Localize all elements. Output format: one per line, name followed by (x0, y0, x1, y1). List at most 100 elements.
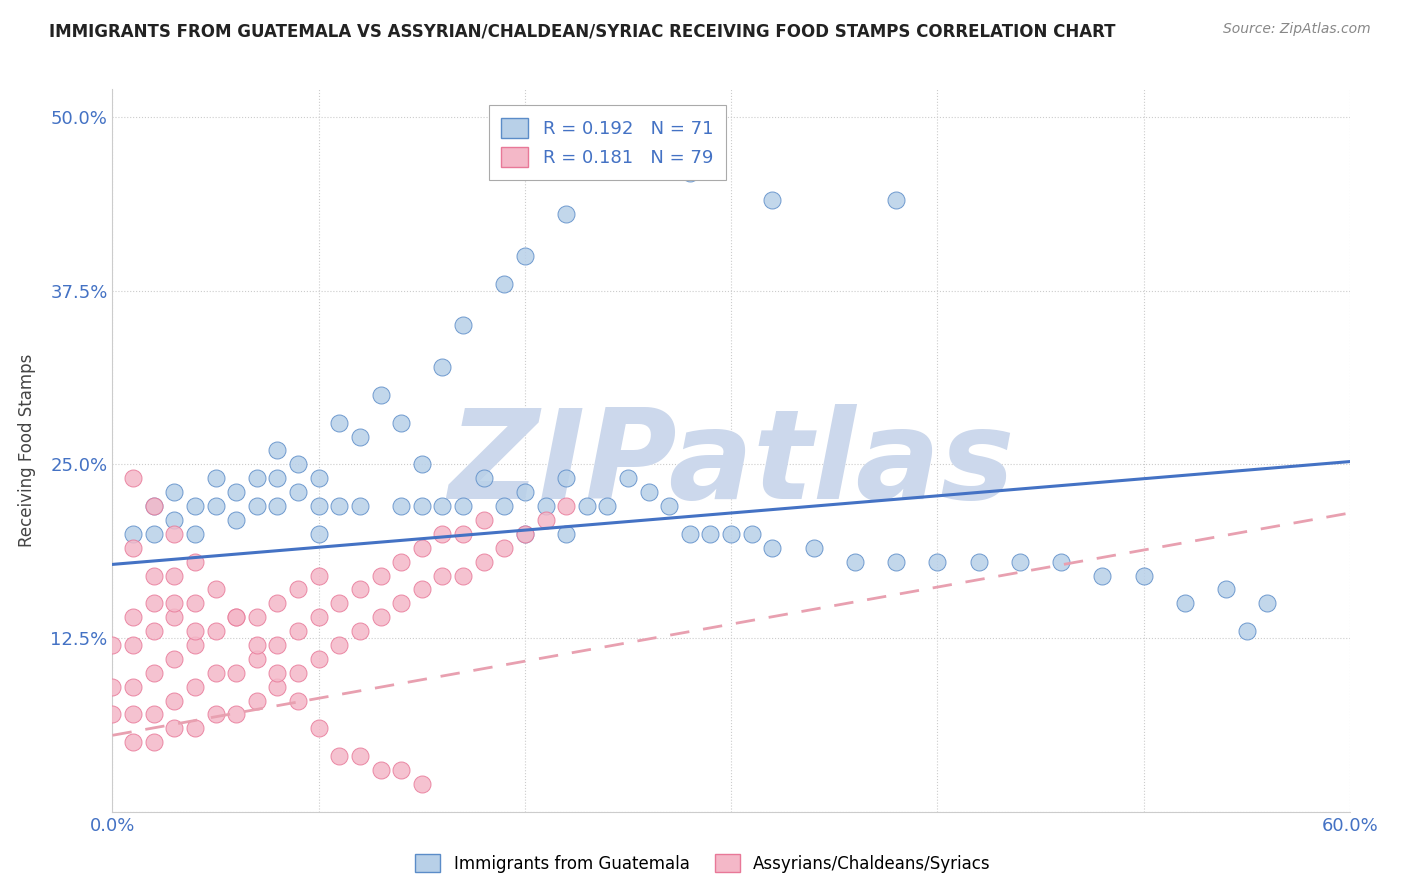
Point (472, 513, 495, 527)
Point (1256, 596, 1278, 610)
Point (225, 485, 247, 500)
Legend: Immigrants from Guatemala, Assyrians/Chaldeans/Syriacs: Immigrants from Guatemala, Assyrians/Cha… (409, 847, 997, 880)
Point (266, 638, 288, 652)
Point (1050, 555, 1073, 569)
Point (472, 555, 495, 569)
Point (432, 360, 454, 375)
Point (679, 165, 702, 179)
Point (679, 526, 702, 541)
Point (246, 471, 269, 485)
Point (142, 665, 165, 680)
Point (163, 596, 186, 610)
Point (308, 652, 330, 666)
Point (494, 499, 516, 513)
Point (142, 568, 165, 582)
Point (142, 526, 165, 541)
Point (389, 499, 412, 513)
Point (287, 485, 309, 500)
Point (389, 596, 412, 610)
Point (967, 555, 990, 569)
Point (163, 485, 186, 500)
Point (142, 499, 165, 513)
Point (163, 652, 186, 666)
Point (555, 471, 578, 485)
Point (246, 652, 269, 666)
Point (122, 541, 145, 555)
Point (617, 471, 640, 485)
Point (184, 499, 207, 513)
Point (349, 499, 371, 513)
Point (389, 555, 412, 569)
Text: IMMIGRANTS FROM GUATEMALA VS ASSYRIAN/CHALDEAN/SYRIAC RECEIVING FOOD STAMPS CORR: IMMIGRANTS FROM GUATEMALA VS ASSYRIAN/CH… (49, 22, 1116, 40)
Point (266, 471, 288, 485)
Point (596, 499, 619, 513)
Point (494, 541, 516, 555)
Point (308, 568, 330, 582)
Point (184, 680, 207, 694)
Point (122, 638, 145, 652)
Point (432, 568, 454, 582)
Point (287, 582, 309, 597)
Point (411, 777, 433, 791)
Point (637, 485, 659, 500)
Point (451, 526, 474, 541)
Point (122, 610, 145, 624)
Point (204, 499, 226, 513)
Point (101, 680, 124, 694)
Point (163, 526, 186, 541)
Point (122, 526, 145, 541)
Point (122, 680, 145, 694)
Point (328, 596, 350, 610)
Point (184, 526, 207, 541)
Point (389, 763, 412, 777)
Point (884, 555, 907, 569)
Point (308, 471, 330, 485)
Point (411, 582, 433, 597)
Point (287, 665, 309, 680)
Point (287, 693, 309, 707)
Point (308, 499, 330, 513)
Point (287, 458, 309, 472)
Point (451, 318, 474, 333)
Point (308, 610, 330, 624)
Point (328, 416, 350, 430)
Point (411, 458, 433, 472)
Point (266, 596, 288, 610)
Point (101, 707, 124, 722)
Point (451, 499, 474, 513)
Legend: R = 0.192   N = 71, R = 0.181   N = 79: R = 0.192 N = 71, R = 0.181 N = 79 (489, 105, 725, 179)
Y-axis label: Receiving Food Stamps: Receiving Food Stamps (18, 354, 37, 547)
Point (349, 429, 371, 443)
Point (575, 499, 598, 513)
Point (163, 568, 186, 582)
Point (411, 541, 433, 555)
Point (803, 541, 825, 555)
Point (246, 610, 269, 624)
Point (328, 638, 350, 652)
Point (1174, 596, 1197, 610)
Point (225, 610, 247, 624)
Point (389, 416, 412, 430)
Point (328, 499, 350, 513)
Text: Source: ZipAtlas.com: Source: ZipAtlas.com (1223, 22, 1371, 37)
Point (432, 526, 454, 541)
Text: ZIPatlas: ZIPatlas (449, 404, 1014, 525)
Point (349, 749, 371, 764)
Point (246, 693, 269, 707)
Point (370, 610, 392, 624)
Point (204, 707, 226, 722)
Point (513, 526, 536, 541)
Point (225, 513, 247, 527)
Point (142, 596, 165, 610)
Point (225, 707, 247, 722)
Point (720, 526, 742, 541)
Point (142, 499, 165, 513)
Point (884, 194, 907, 208)
Point (534, 499, 557, 513)
Point (204, 471, 226, 485)
Point (266, 499, 288, 513)
Point (411, 499, 433, 513)
Point (101, 638, 124, 652)
Point (1008, 555, 1031, 569)
Point (266, 443, 288, 458)
